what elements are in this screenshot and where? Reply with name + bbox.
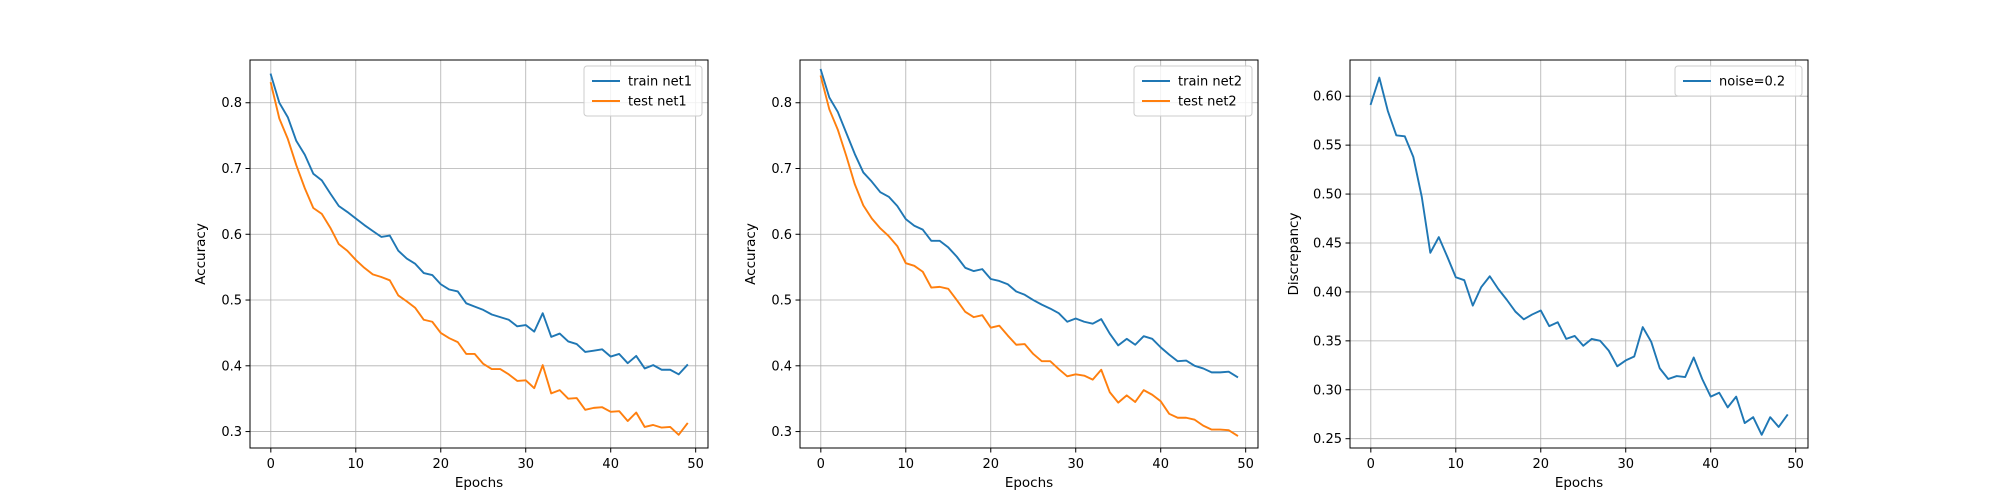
y-tick-label: 0.8 — [221, 96, 242, 111]
x-tick-label: 50 — [1787, 457, 1804, 472]
legend-box — [583, 65, 703, 117]
legend-label: test net2 — [1178, 95, 1237, 110]
y-tick-label: 0.60 — [1313, 90, 1342, 105]
y-tick-label: 0.30 — [1313, 383, 1342, 398]
series-line-train-net1 — [269, 73, 689, 376]
x-tick-label: 0 — [267, 457, 275, 472]
x-tick-label: 20 — [1532, 457, 1549, 472]
x-tick-label: 30 — [1617, 457, 1634, 472]
y-axis-label: Accuracy — [193, 223, 209, 285]
chart-2: 0 10 20 30 40 50 0.3 0.4 0.5 0.6 0.7 0.8 Epochs Accur… — [743, 59, 1259, 491]
x-tick-label: 40 — [602, 457, 619, 472]
legend-box — [1133, 65, 1253, 117]
axes-frame — [249, 59, 709, 449]
x-tick-label: 10 — [348, 457, 365, 472]
y-axis-label: Accuracy — [743, 223, 759, 285]
y-axis-label: Discrepancy — [1286, 213, 1302, 296]
x-tick-label: 40 — [1152, 457, 1169, 472]
y-tick-label: 0.7 — [221, 162, 242, 177]
y-tick-label: 0.7 — [771, 162, 792, 177]
y-tick-label: 0.45 — [1313, 236, 1342, 251]
legend: noise=0.2 — [1674, 65, 1803, 97]
legend: train net1 test net1 — [583, 65, 703, 117]
x-axis-label: Epochs — [1555, 475, 1603, 491]
axes-frame — [1349, 59, 1809, 449]
x-axis-label: Epochs — [455, 475, 503, 491]
y-tick-label: 0.5 — [771, 294, 792, 309]
y-tick-label: 0.6 — [771, 228, 792, 243]
legend-box — [1674, 65, 1803, 97]
y-tick-label: 0.35 — [1313, 334, 1342, 349]
x-tick-label: 50 — [1237, 457, 1254, 472]
x-tick-label: 30 — [517, 457, 534, 472]
y-tick-label: 0.5 — [221, 294, 242, 309]
x-tick-label: 20 — [432, 457, 449, 472]
axes-frame — [799, 59, 1259, 449]
series-line-test-net2 — [819, 75, 1239, 437]
legend: train net2 test net2 — [1133, 65, 1253, 117]
legend-label: train net1 — [628, 75, 692, 90]
x-tick-label: 10 — [1448, 457, 1465, 472]
y-tick-label: 0.8 — [771, 96, 792, 111]
x-tick-label: 40 — [1702, 457, 1719, 472]
series-line-train-net2 — [819, 68, 1239, 379]
y-tick-label: 0.25 — [1313, 432, 1342, 447]
x-tick-label: 0 — [1367, 457, 1375, 472]
y-tick-label: 0.3 — [771, 425, 792, 440]
x-tick-label: 0 — [817, 457, 825, 472]
y-tick-label: 0.55 — [1313, 139, 1342, 154]
plot-area — [250, 60, 708, 448]
plot-area — [1350, 60, 1808, 448]
x-axis-label: Epochs — [1005, 475, 1053, 491]
y-tick-label: 0.40 — [1313, 285, 1342, 300]
x-tick-label: 50 — [687, 457, 704, 472]
y-tick-label: 0.50 — [1313, 188, 1342, 203]
chart-1: 0 10 20 30 40 50 0.3 0.4 0.5 0.6 0.7 0.8 Epochs Accur… — [193, 59, 709, 491]
plot-area — [800, 60, 1258, 448]
x-tick-label: 10 — [898, 457, 915, 472]
legend-label: train net2 — [1178, 75, 1242, 90]
y-tick-label: 0.4 — [771, 359, 792, 374]
legend-label: noise=0.2 — [1719, 75, 1785, 90]
y-tick-label: 0.4 — [221, 359, 242, 374]
x-tick-label: 20 — [982, 457, 999, 472]
x-tick-label: 30 — [1067, 457, 1084, 472]
series-line-test-net1 — [269, 81, 689, 436]
y-tick-label: 0.6 — [221, 228, 242, 243]
series-line-noise-0-2 — [1369, 76, 1789, 436]
y-tick-label: 0.3 — [221, 425, 242, 440]
legend-label: test net1 — [628, 95, 687, 110]
chart-3: 0 10 20 30 40 50 0.25 0.30 0.35 0.40 0.45 0.50 0.55 0… — [1286, 59, 1809, 491]
